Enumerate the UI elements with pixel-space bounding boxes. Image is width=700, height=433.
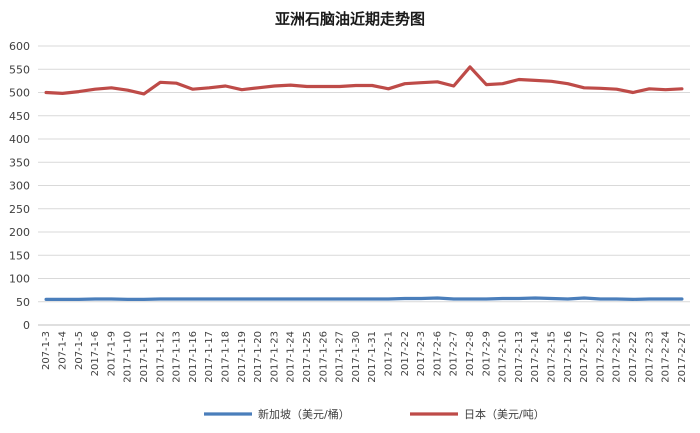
x-tick-label: 2017-2-6 bbox=[432, 331, 443, 376]
x-tick-label: 2017-2-22 bbox=[628, 331, 639, 383]
y-tick-label: 350 bbox=[9, 156, 30, 169]
y-axis-ticks: 0 50 100 150 200 250 300 350 400 450 500 550 600 bbox=[9, 40, 30, 332]
x-tick-label: 2017-1-25 bbox=[302, 331, 313, 383]
x-tick-label: 2017-2-7 bbox=[449, 331, 460, 376]
x-tick-label: 2017-2-1 bbox=[383, 331, 394, 376]
x-tick-label: 2017-2-20 bbox=[595, 331, 606, 383]
x-tick-label: 2017-2-27 bbox=[677, 331, 688, 383]
series-line-1 bbox=[44, 65, 684, 96]
x-tick-label: 2017-2-8 bbox=[465, 331, 476, 376]
y-tick-label: 0 bbox=[23, 319, 30, 332]
y-tick-label: 200 bbox=[9, 226, 30, 239]
x-tick-label: 2017-2-10 bbox=[498, 331, 509, 383]
y-tick-label: 100 bbox=[9, 273, 30, 286]
series-lines bbox=[44, 65, 684, 301]
x-tick-label: 2017-1-6 bbox=[90, 331, 101, 376]
y-tick-label: 600 bbox=[9, 40, 30, 53]
x-tick-label: 2017-1-19 bbox=[237, 331, 248, 383]
y-tick-label: 400 bbox=[9, 133, 30, 146]
y-tick-label: 450 bbox=[9, 110, 30, 123]
legend-label-0: 新加坡（美元/桶） bbox=[258, 407, 350, 421]
legend-label-1: 日本（美元/吨） bbox=[464, 407, 545, 421]
x-tick-label: 2017-2-17 bbox=[579, 331, 590, 383]
x-tick-label: 2017-1-12 bbox=[155, 331, 166, 383]
x-tick-label: 2017-1-9 bbox=[106, 331, 117, 376]
x-tick-label: 2017-2-24 bbox=[661, 331, 672, 383]
x-tick-label: 2017-1-11 bbox=[139, 331, 150, 383]
y-tick-label: 500 bbox=[9, 87, 30, 100]
x-tick-label: 2017-2-14 bbox=[530, 331, 541, 383]
x-tick-label: 207-1-5 bbox=[74, 331, 85, 370]
x-tick-label: 2017-2-15 bbox=[546, 331, 557, 383]
x-tick-label: 2017-2-23 bbox=[644, 331, 655, 383]
x-tick-label: 2017-2-16 bbox=[563, 331, 574, 383]
x-axis-ticks: 207-1-3 207-1-4 207-1-5 2017-1-6 2017-1-9 201… bbox=[41, 331, 688, 383]
x-tick-label: 207-1-4 bbox=[57, 331, 68, 370]
x-tick-label: 2017-1-18 bbox=[220, 331, 231, 383]
y-tick-label: 300 bbox=[9, 180, 30, 193]
x-tick-label: 2017-1-31 bbox=[367, 331, 378, 383]
x-tick-label: 2017-1-26 bbox=[318, 331, 329, 383]
x-tick-label: 2017-2-9 bbox=[481, 331, 492, 376]
chart-title: 亚洲石脑油近期走势图 bbox=[275, 10, 425, 28]
x-tick-label: 2017-1-27 bbox=[335, 331, 346, 383]
x-tick-label: 2017-2-21 bbox=[612, 331, 623, 383]
x-tick-label: 2017-1-23 bbox=[269, 331, 280, 383]
x-tick-label: 2017-1-30 bbox=[351, 331, 362, 383]
x-tick-label: 2017-2-2 bbox=[400, 331, 411, 376]
series-line-0 bbox=[44, 296, 684, 301]
x-tick-label: 2017-1-20 bbox=[253, 331, 264, 383]
x-tick-label: 2017-1-16 bbox=[188, 331, 199, 383]
x-tick-label: 2017-1-13 bbox=[172, 331, 183, 383]
legend: 新加坡（美元/桶） 日本（美元/吨） bbox=[204, 407, 545, 421]
x-tick-label: 2017-1-17 bbox=[204, 331, 215, 383]
y-tick-label: 50 bbox=[16, 296, 30, 309]
x-tick-label: 207-1-3 bbox=[41, 331, 52, 370]
y-tick-label: 250 bbox=[9, 203, 30, 216]
x-tick-label: 2017-1-24 bbox=[286, 331, 297, 383]
y-tick-label: 150 bbox=[9, 249, 30, 262]
y-tick-label: 550 bbox=[9, 63, 30, 76]
x-tick-label: 2017-1-10 bbox=[123, 331, 134, 383]
x-tick-label: 2017-2-13 bbox=[514, 331, 525, 383]
x-tick-label: 2017-2-3 bbox=[416, 331, 427, 376]
